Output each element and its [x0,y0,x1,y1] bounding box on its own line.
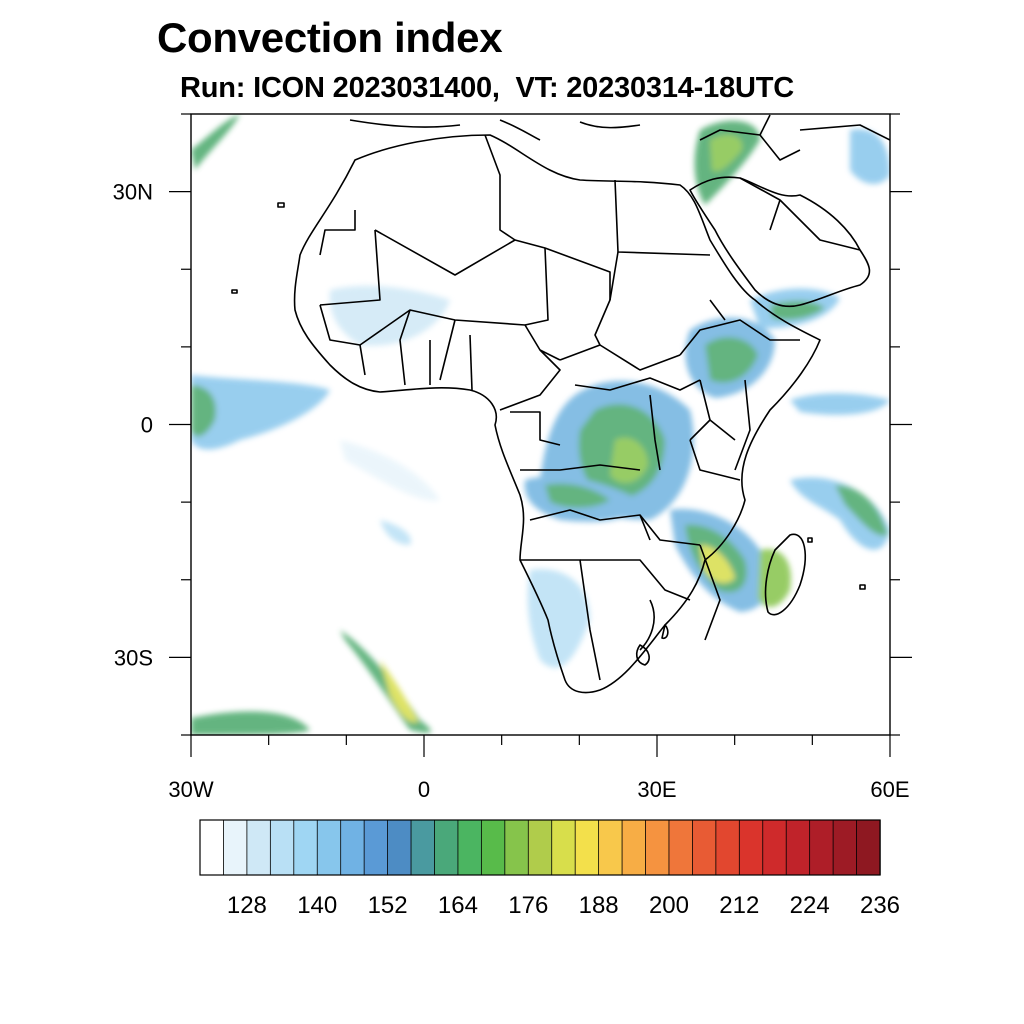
colorbar-swatch [223,819,248,876]
colorbar-label: 236 [860,892,900,919]
colorbar-swatch [504,819,529,876]
colorbar-swatch [199,819,225,876]
country-borders [231,114,890,694]
colorbar-swatch [434,819,459,876]
colorbar-swatch [832,819,858,876]
colorbar-swatch [738,819,764,876]
x-tick-label: 60E [870,777,909,802]
plot-title: Convection index [157,14,503,61]
colorbar-swatch [762,819,787,876]
colorbar-swatch [410,819,436,876]
colorbar-swatch [809,819,834,876]
colorbar-swatch [856,819,881,876]
colorbar-label: 200 [649,892,689,919]
colorbar: 128 140 152 164 176 188 200 212 224 236 [199,819,900,919]
colorbar-swatch [645,819,670,876]
colorbar-swatch [621,819,647,876]
colorbar-label: 152 [368,892,408,919]
colorbar-label: 128 [227,892,267,919]
y-tick-label: 30S [114,645,153,670]
colorbar-label: 164 [438,892,478,919]
colorbar-swatch [363,819,389,876]
x-tick-label: 30E [637,777,676,802]
colorbar-swatch [387,819,412,876]
map-axes: 30W 0 30E 60E 30N 0 30S [113,113,912,802]
colorbar-label: 176 [508,892,548,919]
colorbar-label: 224 [790,892,830,919]
colorbar-swatch [574,819,600,876]
colorbar-swatch [246,819,272,876]
y-tick-label: 30N [113,180,153,205]
colorbar-swatch [269,819,295,876]
colorbar-swatch [293,819,318,876]
plot-subtitle: Run: ICON 2023031400, VT: 20230314-18UTC [180,72,794,104]
colorbar-swatch [480,819,506,876]
colorbar-swatch [598,819,623,876]
colorbar-swatch [527,819,553,876]
colorbar-swatch [340,819,365,876]
colorbar-swatch [668,819,694,876]
colorbar-swatch [551,819,576,876]
colorbar-swatch [457,819,483,876]
x-tick-label: 30W [168,777,213,802]
colorbar-swatch [715,819,741,876]
colorbar-label: 188 [579,892,619,919]
arabia-coastline [689,176,871,308]
map-area[interactable] [191,114,890,735]
colorbar-swatch [316,819,342,876]
colorbar-swatch [785,819,811,876]
y-tick-label: 0 [141,413,153,438]
colorbar-label: 212 [719,892,759,919]
colorbar-label: 140 [297,892,337,919]
madagascar-coastline [764,533,806,616]
x-tick-label: 0 [418,777,430,802]
colorbar-swatch [692,819,717,876]
convection-field [191,114,890,735]
